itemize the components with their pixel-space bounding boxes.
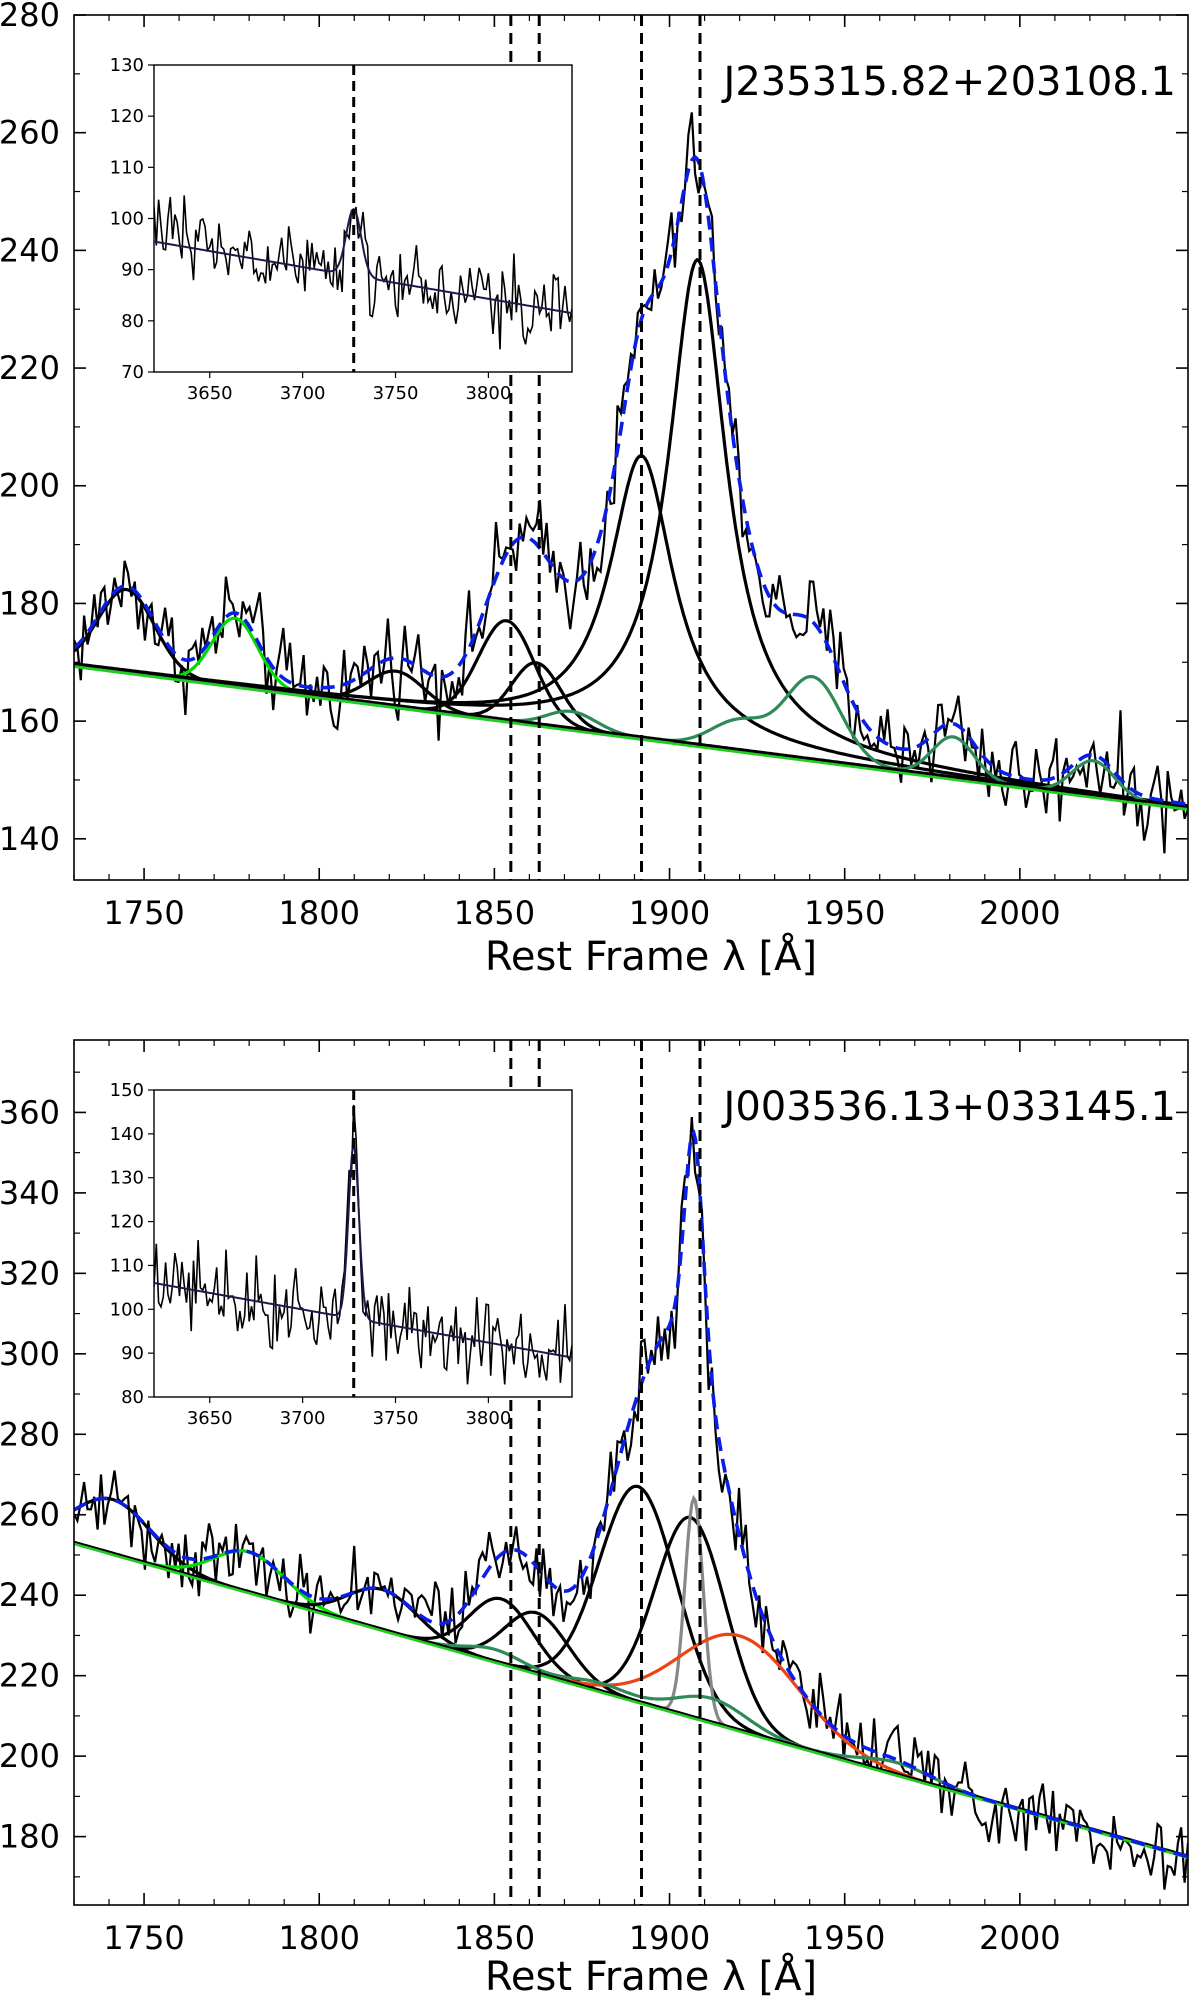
x-tick-label: 2000 [979, 1919, 1060, 1957]
y-tick-label: 280 [0, 0, 60, 34]
continuum-black-line [74, 662, 1188, 808]
x-tick-label: 1950 [804, 894, 885, 932]
inset-x-tick-label: 3800 [465, 1408, 511, 1429]
inset-plot-area [154, 195, 572, 350]
inset-x-tick-label: 3700 [280, 383, 326, 404]
x-tick-label: 1750 [103, 1919, 184, 1957]
inset-fit-line [154, 208, 572, 315]
panel-top: 1750 1800 1850 1900 1950 2000 140 160 180 200 220 2… [0, 0, 1189, 980]
x-tick-label: 1850 [454, 1919, 535, 1957]
axes-frame [73, 1039, 1189, 1906]
inset-y-tick-label: 80 [121, 311, 144, 332]
y-tick-label: 240 [0, 1576, 60, 1614]
inset-spectrum-line [154, 195, 572, 350]
plot-area [74, 1117, 1188, 1890]
x-tick-label: 1800 [279, 1919, 360, 1957]
inset-y-tick-label: 150 [110, 1080, 144, 1101]
y-tick-label: 180 [0, 1818, 60, 1856]
object-name: J235315.82+203108.1 [721, 59, 1176, 105]
inset-y-tick-label: 80 [121, 1387, 144, 1408]
inset-y-tick-label: 130 [110, 1168, 144, 1189]
x-tick-label: 1900 [629, 1919, 710, 1957]
inset-y-tick-label: 110 [110, 1255, 144, 1276]
x-axis-label: Rest Frame λ [Å] [485, 932, 817, 980]
inset-x-tick-label: 3650 [187, 383, 233, 404]
inset-y-tick-label: 100 [110, 209, 144, 230]
inset-x-tick-label: 3800 [465, 383, 511, 404]
inset-fit-line [154, 1142, 572, 1359]
y-tick-label: 160 [0, 702, 60, 740]
y-tick-label: 220 [0, 1657, 60, 1695]
continuum-line [74, 665, 1188, 811]
observed-spectrum-line [74, 112, 1188, 854]
y-tick-label: 340 [0, 1174, 60, 1212]
x-axis-label: Rest Frame λ [Å] [485, 1952, 817, 2000]
component-line-6 [74, 257, 1188, 808]
inset-y-tick-label: 140 [110, 1124, 144, 1145]
x-tick-label: 1750 [103, 894, 184, 932]
inset-x-tick-label: 3650 [187, 1408, 233, 1429]
y-tick-label: 300 [0, 1335, 60, 1373]
y-tick-label: 220 [0, 349, 60, 387]
object-name: J003536.13+033145.1 [721, 1084, 1176, 1130]
inset-x-tick-label: 3750 [373, 383, 419, 404]
inset-y-tick-label: 120 [110, 106, 144, 127]
x-tick-label: 1850 [454, 894, 535, 932]
axes-frame [73, 14, 1189, 881]
component-line-7 [74, 663, 1188, 810]
panel-bottom: 1750 1800 1850 1900 1950 2000 180 200 220 240 260 2… [0, 1039, 1189, 2000]
y-tick-label: 360 [0, 1093, 60, 1131]
inset-x-tick-label: 3700 [280, 1408, 326, 1429]
y-tick-label: 240 [0, 231, 60, 269]
y-tick-label: 320 [0, 1254, 60, 1292]
inset-y-tick-label: 130 [110, 55, 144, 76]
y-tick-label: 140 [0, 820, 60, 858]
x-tick-label: 1800 [279, 894, 360, 932]
inset-plot-area [154, 1104, 572, 1385]
continuum-line [74, 1542, 1188, 1859]
x-tick-label: 1900 [629, 894, 710, 932]
x-tick-label: 1950 [804, 1919, 885, 1957]
inset-spectrum-line [154, 1104, 572, 1385]
inset-y-tick-label: 90 [121, 1343, 144, 1364]
y-tick-label: 180 [0, 584, 60, 622]
y-tick-label: 280 [0, 1415, 60, 1453]
plot-area [74, 112, 1188, 854]
inset-y-tick-label: 120 [110, 1212, 144, 1233]
continuum-black-line [74, 1540, 1188, 1857]
y-tick-label: 260 [0, 114, 60, 152]
total-model-line [74, 155, 1188, 807]
inset-y-tick-label: 100 [110, 1299, 144, 1320]
x-tick-label: 2000 [979, 894, 1060, 932]
inset-y-tick-label: 110 [110, 157, 144, 178]
inset-y-tick-label: 90 [121, 260, 144, 281]
y-tick-label: 200 [0, 467, 60, 505]
inset-x-tick-label: 3750 [373, 1408, 419, 1429]
inset-y-tick-label: 70 [121, 362, 144, 383]
y-tick-label: 200 [0, 1737, 60, 1775]
y-tick-label: 260 [0, 1496, 60, 1534]
